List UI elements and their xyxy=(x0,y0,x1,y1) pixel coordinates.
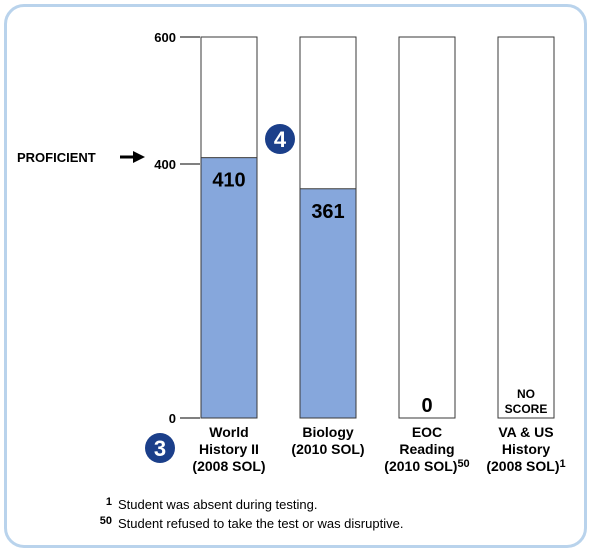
category-label: (2008 SOL) xyxy=(192,458,265,474)
category-label: VA & US xyxy=(498,424,553,440)
category-label: (2008 SOL)1 xyxy=(486,458,565,474)
step-badge-icon xyxy=(145,433,175,463)
category-label: (2010 SOL) xyxy=(291,441,364,457)
bar xyxy=(200,157,258,419)
no-score-label: SCORE xyxy=(505,402,548,416)
category-label: History xyxy=(502,441,550,457)
y-tick-label: 400 xyxy=(154,157,176,172)
chart-frame xyxy=(4,4,587,548)
category-label: (2010 SOL)50 xyxy=(384,458,469,474)
category-label: History II xyxy=(199,441,259,457)
step-badge-icon xyxy=(265,124,295,154)
step-badge-number: 3 xyxy=(154,436,166,461)
bar-outline xyxy=(398,36,456,419)
bar-value-label: 361 xyxy=(311,201,344,223)
category-label: World xyxy=(209,424,248,440)
y-tick-label: 0 xyxy=(169,411,176,426)
footnote-mark: 50 xyxy=(100,515,112,527)
footnote-text: Student was absent during testing. xyxy=(118,497,317,512)
bar xyxy=(299,188,357,419)
y-tick-label: 600 xyxy=(154,30,176,45)
footnote-mark: 1 xyxy=(106,496,112,508)
proficient-label: PROFICIENT xyxy=(17,150,96,165)
bar-value-label: 0 xyxy=(421,395,432,417)
no-score-label: NO xyxy=(517,387,535,401)
proficient-arrow-icon xyxy=(133,151,145,163)
footnote-text: Student refused to take the test or was … xyxy=(118,516,403,531)
bar-value-label: 410 xyxy=(212,170,245,192)
category-label: Reading xyxy=(399,441,454,457)
bar-outline xyxy=(497,36,555,419)
step-badge-number: 4 xyxy=(274,127,287,152)
category-label: EOC xyxy=(412,424,442,440)
category-label: Biology xyxy=(302,424,354,440)
